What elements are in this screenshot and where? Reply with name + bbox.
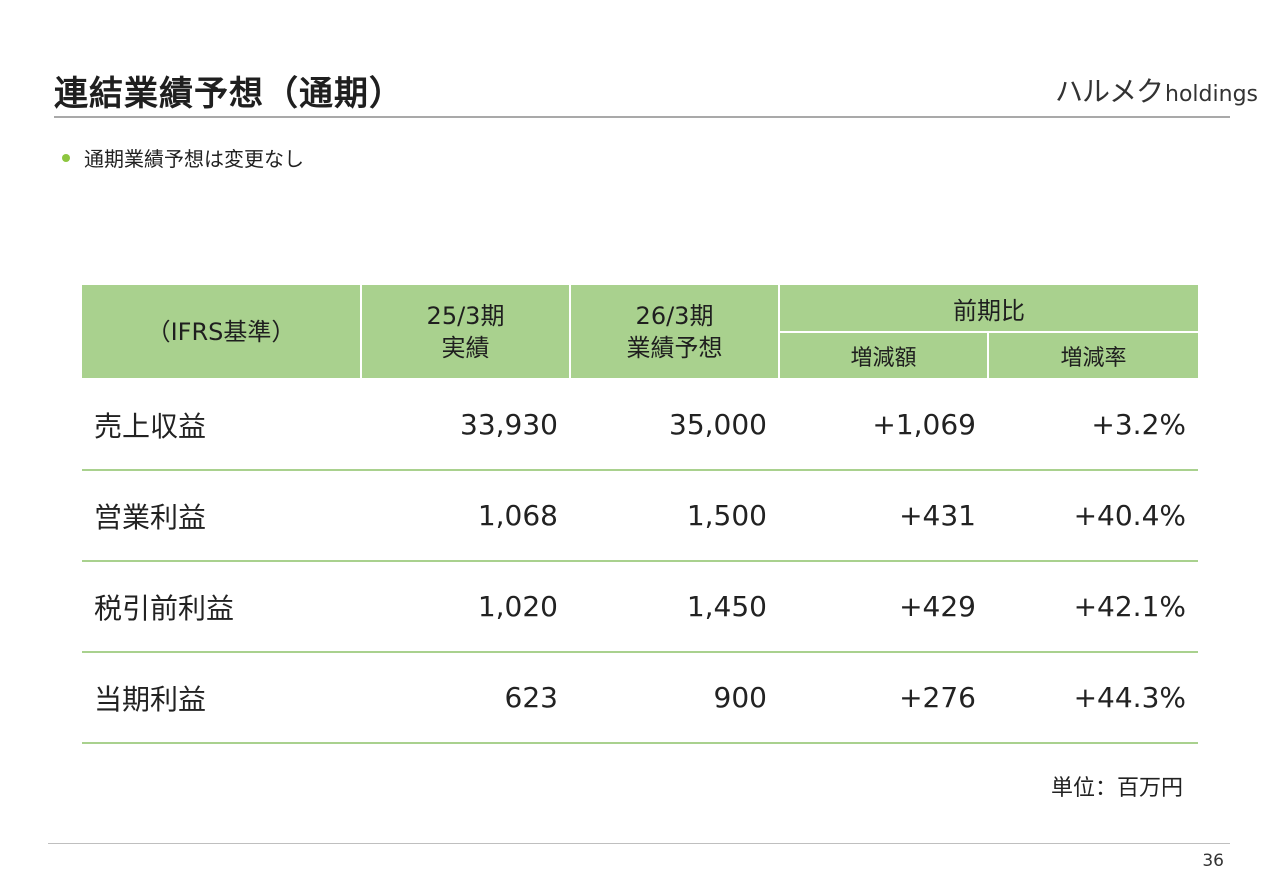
header-yoy: 前期比 [779, 285, 1198, 333]
cell-forecast: 1,450 [570, 561, 779, 653]
bullet-dot-icon [62, 153, 70, 162]
cell-rate: +40.4% [988, 470, 1198, 562]
unit-note: 単位：百万円 [1050, 776, 1183, 801]
cell-change: +431 [779, 470, 988, 562]
title-divider [54, 116, 1230, 118]
row-label: 営業利益 [82, 470, 361, 562]
header-basis: （IFRS基準） [82, 285, 362, 380]
page-title: 連結業績予想（通期） [54, 74, 404, 114]
forecast-table: （IFRS基準） 25/3期 実績 26/3期 業績予想 前期比 増減額 増減率… [82, 285, 1198, 744]
header-change-amount: 増減額 [779, 332, 989, 380]
header-actual-period: 25/3期 [426, 301, 505, 330]
cell-forecast: 35,000 [570, 379, 779, 471]
cell-change: +429 [779, 561, 988, 653]
cell-change: +1,069 [779, 379, 988, 471]
row-label: 売上収益 [82, 379, 361, 471]
header-actual-label: 実績 [441, 333, 490, 362]
cell-actual: 1,020 [361, 561, 570, 653]
cell-change: +276 [779, 652, 988, 744]
header-actual: 25/3期 実績 [361, 285, 571, 380]
row-label: 税引前利益 [82, 561, 361, 653]
page-number: 36 [1202, 851, 1224, 871]
cell-actual: 33,930 [361, 379, 570, 471]
logo-jp-text: ハルメク [1055, 75, 1164, 108]
cell-actual: 1,068 [361, 470, 570, 562]
header-forecast-period: 26/3期 [635, 301, 714, 330]
cell-forecast: 900 [570, 652, 779, 744]
bullet-text: 通期業績予想は変更なし [84, 147, 304, 171]
company-logo: ハルメク holdings [1055, 70, 1258, 110]
logo-en-text: holdings [1165, 82, 1258, 107]
table-row: 営業利益 1,068 1,500 +431 +40.4% [82, 470, 1198, 562]
bullet-item: 通期業績予想は変更なし [62, 143, 304, 172]
header-forecast: 26/3期 業績予想 [570, 285, 780, 380]
cell-actual: 623 [361, 652, 570, 744]
header-change-rate: 増減率 [988, 332, 1198, 380]
header-forecast-label: 業績予想 [626, 333, 723, 362]
cell-forecast: 1,500 [570, 470, 779, 562]
cell-rate: +42.1% [988, 561, 1198, 653]
table-row: 売上収益 33,930 35,000 +1,069 +3.2% [82, 379, 1198, 471]
cell-rate: +3.2% [988, 379, 1198, 471]
footer-divider [48, 843, 1230, 844]
table-row: 税引前利益 1,020 1,450 +429 +42.1% [82, 561, 1198, 653]
row-label: 当期利益 [82, 652, 361, 744]
table-row: 当期利益 623 900 +276 +44.3% [82, 652, 1198, 744]
cell-rate: +44.3% [988, 652, 1198, 744]
